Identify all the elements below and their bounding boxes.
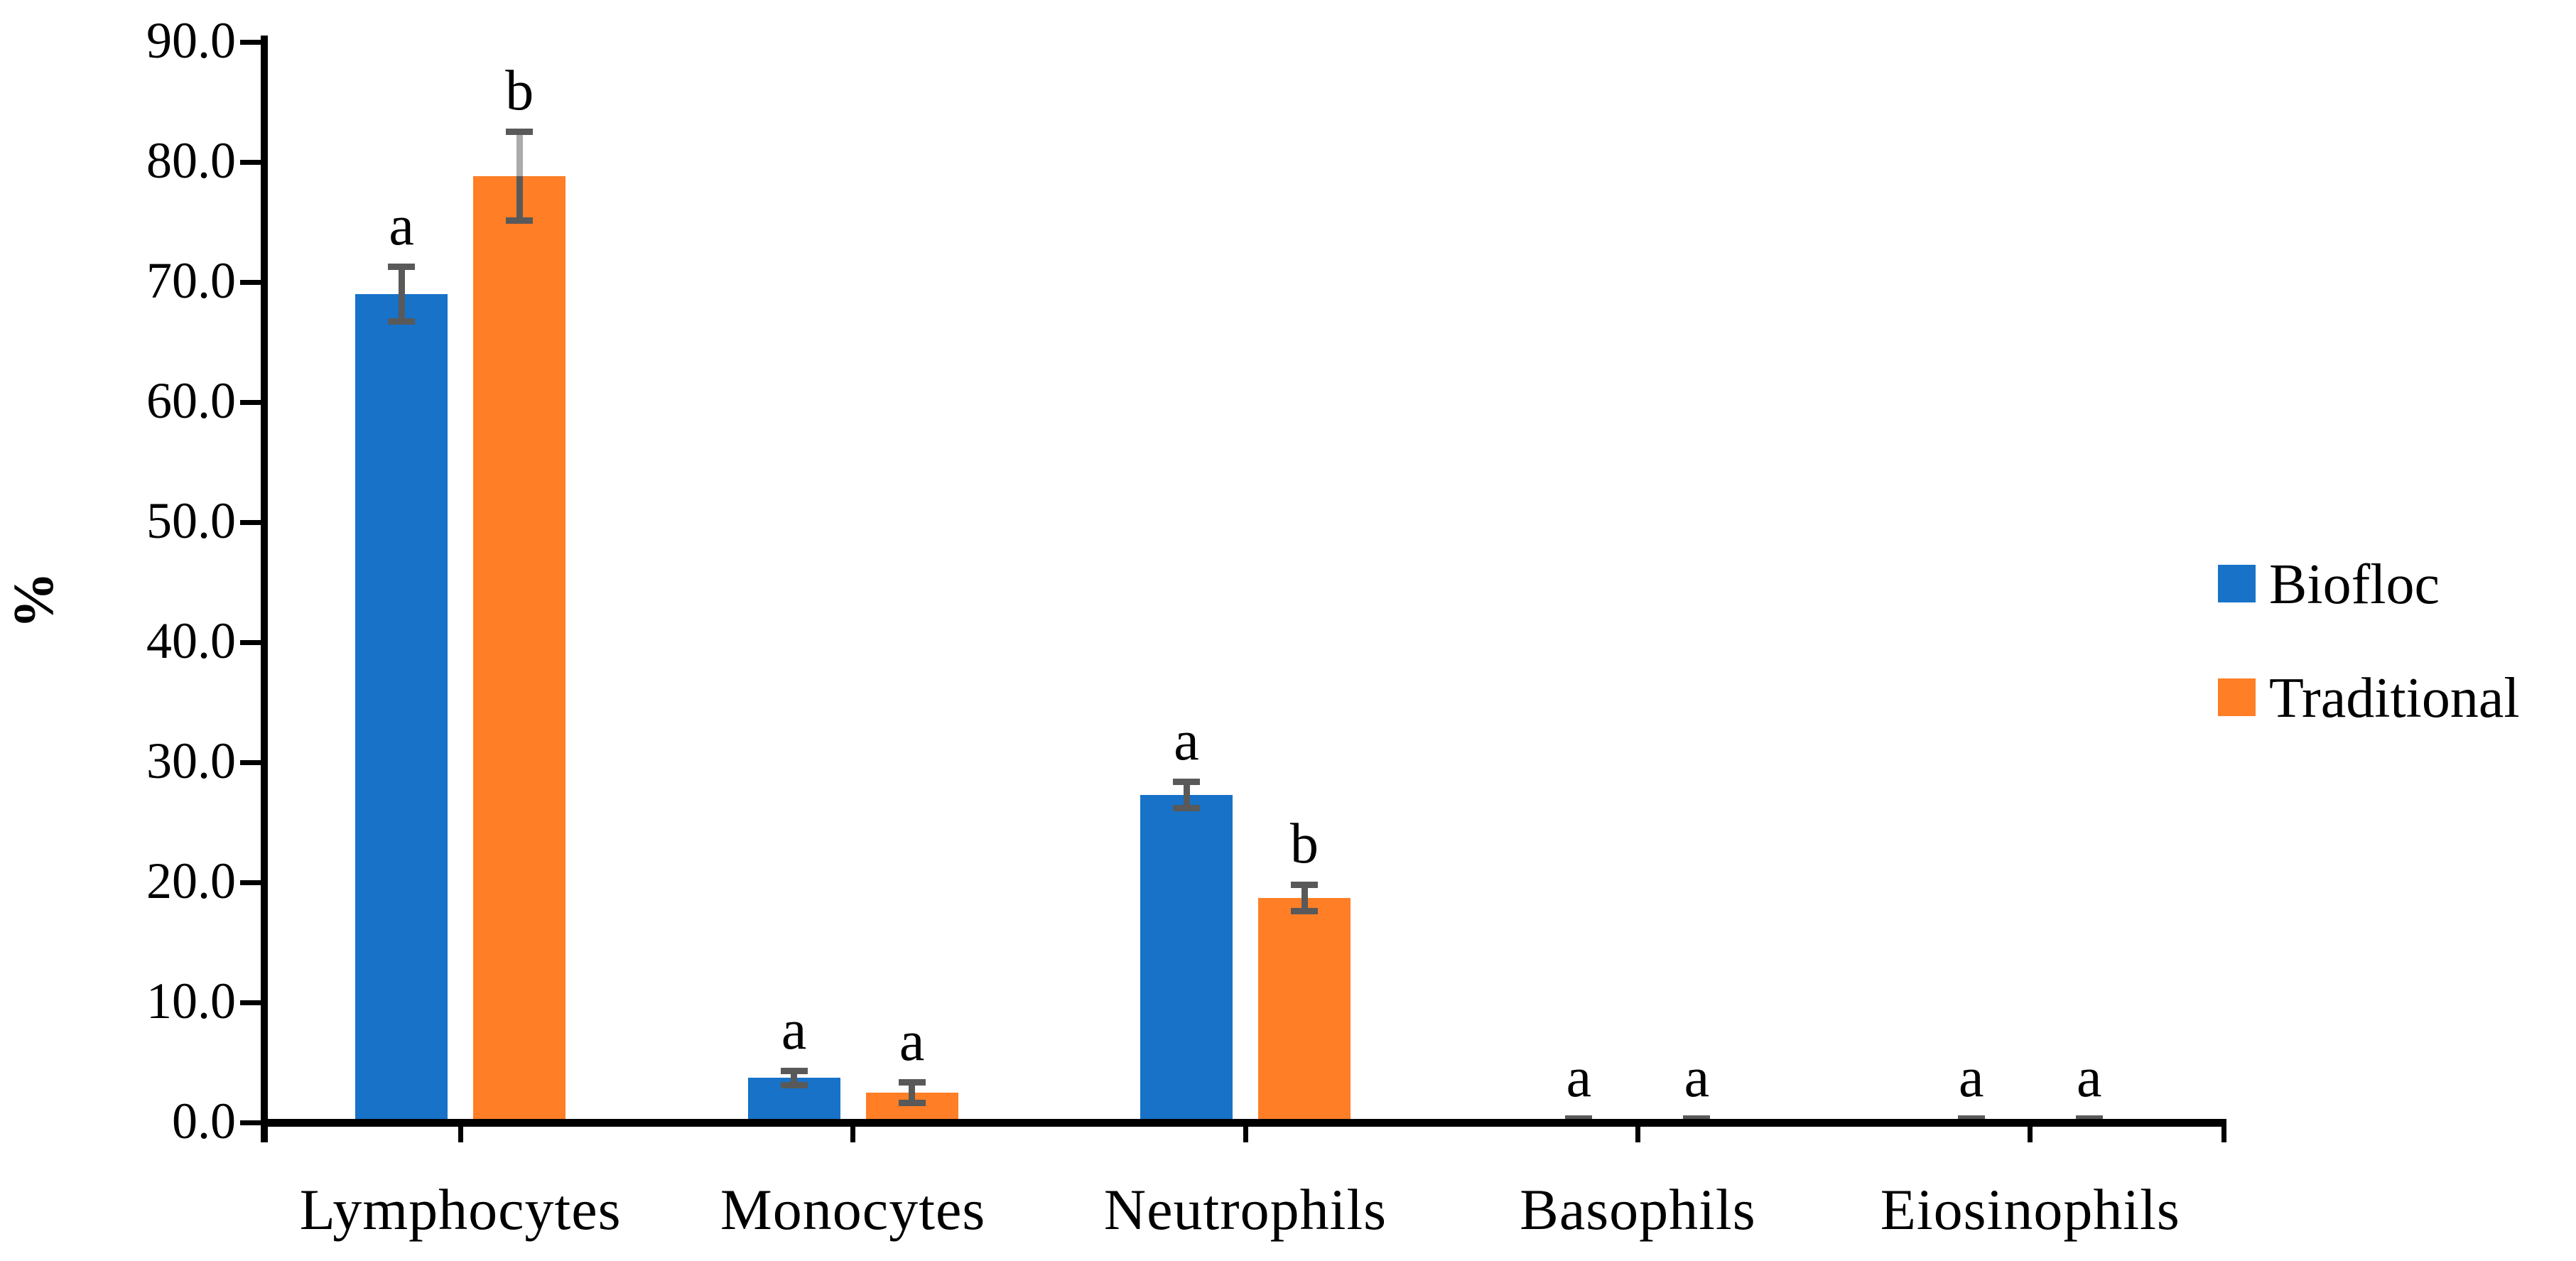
error-bar-cap-top	[898, 1078, 926, 1086]
error-bar-cap-top	[506, 129, 534, 136]
y-tick-label: 20.0	[146, 853, 236, 909]
legend-label-traditional: Traditional	[2269, 667, 2520, 730]
x-tick	[2028, 1122, 2033, 1142]
x-tick	[458, 1122, 463, 1142]
y-tick-label: 60.0	[146, 372, 236, 429]
x-tick	[1243, 1122, 1248, 1142]
y-tick-label: 90.0	[146, 12, 236, 69]
error-bar-cap-top	[1957, 1115, 1985, 1122]
category-label-monocytes: Monocytes	[720, 1177, 986, 1242]
significance-letter-biofloc-neutrophils: a	[1174, 709, 1199, 772]
x-tick	[1635, 1122, 1640, 1142]
y-tick	[240, 1120, 264, 1125]
significance-letter-traditional-basophils: a	[1684, 1046, 1710, 1109]
bar-biofloc-lymphocytes	[355, 293, 448, 1122]
bar-traditional-lymphocytes	[473, 176, 566, 1122]
x-tick	[850, 1122, 856, 1142]
error-bar-stem	[1183, 781, 1190, 808]
category-label-lymphocytes: Lymphocytes	[299, 1177, 622, 1242]
category-label-neutrophils: Neutrophils	[1103, 1177, 1387, 1242]
y-tick	[240, 159, 264, 165]
error-bar-cap-bottom	[1173, 804, 1200, 811]
category-label-basophils: Basophils	[1520, 1177, 1756, 1242]
y-tick-label: 0.0	[172, 1093, 236, 1149]
error-bar-cap-top	[388, 263, 416, 270]
y-tick	[240, 279, 264, 285]
y-tick-label: 80.0	[146, 132, 236, 189]
y-tick-label: 40.0	[146, 612, 236, 669]
y-tick-label: 10.0	[146, 973, 236, 1029]
error-bar-stem	[516, 176, 523, 221]
error-bar-cap-top	[1683, 1115, 1711, 1122]
legend-swatch-biofloc	[2218, 565, 2256, 602]
significance-letter-biofloc-lymphocytes: a	[389, 194, 414, 257]
error-bar-cap-top	[1291, 881, 1318, 888]
y-tick	[240, 519, 264, 525]
y-tick	[240, 759, 264, 765]
y-tick-label: 30.0	[146, 732, 236, 789]
y-tick	[240, 1000, 264, 1005]
significance-letter-traditional-monocytes: a	[899, 1010, 925, 1073]
bar-traditional-neutrophils	[1258, 897, 1351, 1122]
error-bar-cap-bottom	[506, 217, 534, 224]
y-tick-label: 70.0	[146, 252, 236, 309]
error-bar-cap-top	[1173, 778, 1200, 785]
significance-letter-biofloc-eiosinophils: a	[1959, 1046, 1984, 1109]
significance-letter-traditional-eiosinophils: a	[2077, 1046, 2102, 1109]
x-tick-end	[2221, 1122, 2226, 1142]
significance-letter-biofloc-monocytes: a	[781, 998, 807, 1061]
significance-letter-traditional-lymphocytes: b	[505, 60, 534, 123]
legend-label-biofloc: Biofloc	[2269, 553, 2440, 616]
y-axis-line	[261, 36, 268, 1142]
error-bar-stem	[909, 1082, 916, 1103]
legend-swatch-traditional	[2218, 678, 2256, 716]
y-tick	[240, 399, 264, 405]
error-bar-stem	[791, 1071, 798, 1086]
error-bar-cap-top	[780, 1067, 808, 1074]
error-bar-stem	[516, 131, 523, 177]
error-bar-cap-bottom	[1291, 908, 1318, 915]
error-bar-stem	[398, 266, 405, 322]
error-bar-cap-top	[1565, 1115, 1593, 1122]
significance-letter-biofloc-basophils: a	[1566, 1046, 1592, 1109]
y-tick	[240, 639, 264, 645]
error-bar-stem	[1301, 884, 1308, 911]
bar-biofloc-neutrophils	[1140, 794, 1233, 1122]
error-bar-cap-bottom	[898, 1099, 926, 1106]
error-bar-cap-bottom	[388, 318, 416, 325]
y-tick	[240, 39, 264, 45]
significance-letter-traditional-neutrophils: b	[1290, 812, 1319, 875]
error-bar-cap-top	[2075, 1115, 2103, 1122]
error-bar-cap-bottom	[780, 1082, 808, 1089]
category-label-eiosinophils: Eiosinophils	[1880, 1177, 2180, 1242]
y-tick	[240, 880, 264, 885]
y-tick-label: 50.0	[146, 492, 236, 549]
